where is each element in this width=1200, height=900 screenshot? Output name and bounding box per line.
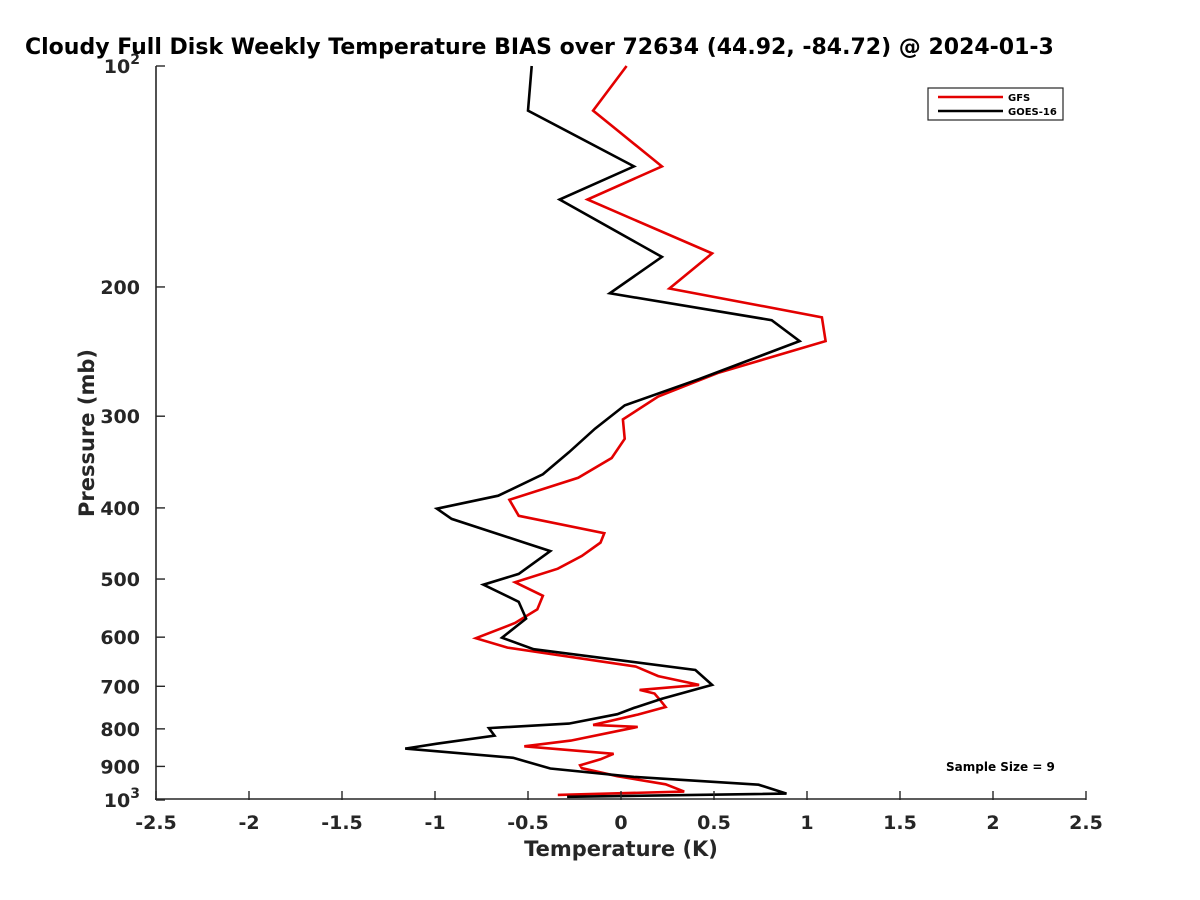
y-tick-exponent: 2 xyxy=(130,52,140,68)
series-line-goes16 xyxy=(405,65,803,799)
x-tick-label: 1 xyxy=(800,812,813,834)
y-axis-label: Pressure (mb) xyxy=(75,349,99,517)
x-tick-label: 2 xyxy=(986,812,999,834)
y-tick-label: 500 xyxy=(100,569,140,591)
y-ticks: 102 200 300 400 500 600 700 800 900 103 xyxy=(100,52,165,812)
x-tick-label: -1 xyxy=(424,812,445,834)
x-tick-label: -2 xyxy=(238,812,259,834)
y-tick-exponent: 3 xyxy=(130,786,140,802)
legend-box xyxy=(927,87,1064,121)
plot-area-frame xyxy=(156,66,1086,799)
y-tick-label: 102 xyxy=(104,52,140,78)
y-tick-label: 700 xyxy=(100,676,140,698)
y-tick-label: 400 xyxy=(100,498,140,520)
y-tick-label: 300 xyxy=(100,406,140,428)
x-ticks: -2.5 -2 -1.5 -1 -0.5 0 0.5 1 1.5 2 2.5 xyxy=(135,791,1103,834)
x-tick-label: -1.5 xyxy=(321,812,363,834)
legend: GFS GOES-16 xyxy=(927,87,1064,121)
legend-label-gfs: GFS xyxy=(1008,93,1030,104)
y-tick-label: 900 xyxy=(100,756,140,778)
x-tick-label: 0.5 xyxy=(697,812,731,834)
x-axis-label: Temperature (K) xyxy=(524,837,718,861)
y-tick-label: 200 xyxy=(100,277,140,299)
y-tick-label: 800 xyxy=(100,719,140,741)
y-tick-label: 600 xyxy=(100,627,140,649)
x-tick-label: 1.5 xyxy=(883,812,917,834)
legend-label-goes16: GOES-16 xyxy=(1008,107,1057,118)
sample-size-annotation: Sample Size = 9 xyxy=(946,760,1055,774)
y-tick-label: 103 xyxy=(104,786,140,812)
series-lines xyxy=(405,65,828,799)
x-tick-label: 0 xyxy=(614,812,627,834)
x-tick-label: 2.5 xyxy=(1069,812,1103,834)
x-tick-label: -0.5 xyxy=(507,812,549,834)
x-tick-label: -2.5 xyxy=(135,812,177,834)
chart-title: Cloudy Full Disk Weekly Temperature BIAS… xyxy=(25,35,1054,60)
series-line-gfs xyxy=(471,65,828,797)
